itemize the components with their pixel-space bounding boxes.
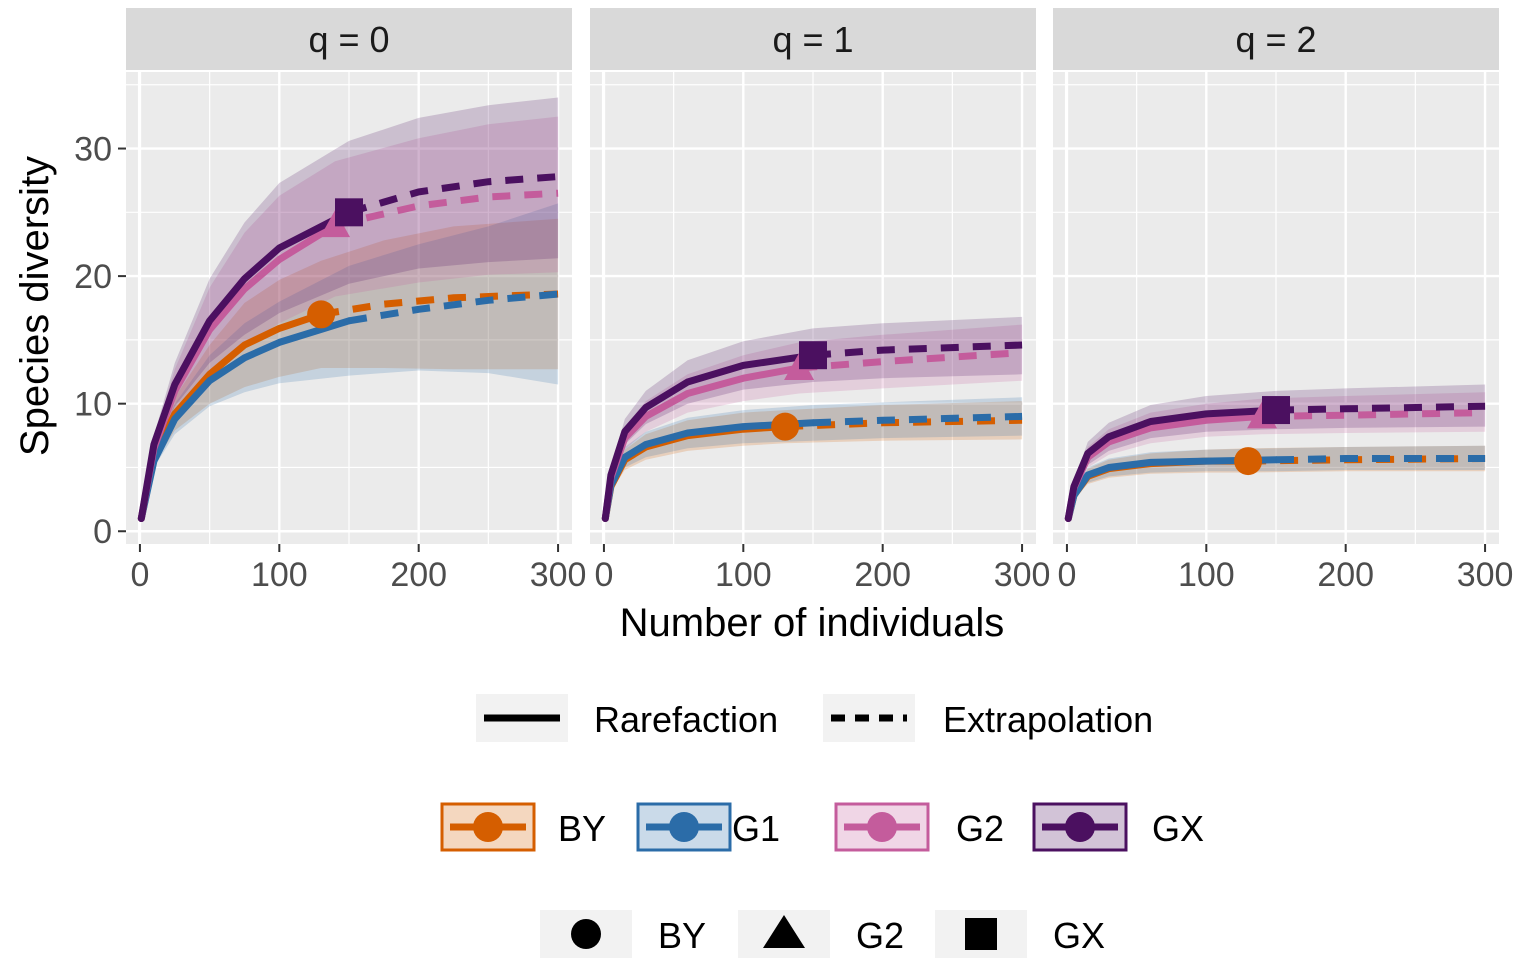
confidence-band-GX — [605, 316, 1023, 519]
legend-shape-circle — [571, 919, 601, 949]
extrapolation-line-GX — [812, 341, 1023, 359]
x-tick-label: 200 — [854, 556, 911, 594]
x-axis-title: Number of individuals — [620, 601, 1005, 645]
y-tick-label: 0 — [93, 513, 112, 551]
facet-panel-1: q = 1 0 100 200 300 — [590, 8, 1050, 594]
extrapolation-line-GX — [348, 173, 559, 216]
extrapolation-line-G1 — [1275, 455, 1486, 464]
legend-label-assemblage: G1 — [732, 808, 780, 849]
extrapolation-line-G2 — [334, 189, 559, 229]
observed-point-GX — [799, 341, 827, 370]
x-tick-label: 100 — [715, 556, 772, 594]
facet-panel-0: q = 0 0 100 200 300 0 10 20 30 — [74, 8, 586, 594]
x-tick-label: 300 — [530, 556, 587, 594]
extrapolation-line-G2 — [798, 349, 1023, 372]
legend-shape-square — [965, 918, 997, 950]
extrapolation-line-BY — [320, 290, 559, 318]
extrapolation-line-G2 — [1262, 409, 1486, 420]
rarefaction-line-GX — [1064, 406, 1280, 522]
plot-area — [1064, 384, 1486, 522]
y-tick-label: 10 — [74, 386, 112, 424]
facet-strip — [1053, 8, 1499, 70]
confidence-band-G2 — [141, 116, 559, 519]
facet-strip-label: q = 2 — [1235, 19, 1316, 60]
x-tick-label: 200 — [1317, 556, 1374, 594]
legend-label-method: Rarefaction — [594, 699, 778, 740]
x-tick-label: 0 — [1057, 556, 1076, 594]
observed-point-BY — [771, 412, 800, 441]
x-tick-label: 200 — [390, 556, 447, 594]
observed-point-GX — [335, 198, 363, 227]
legend-point-GX — [1065, 812, 1095, 842]
legend-shape-triangle — [763, 915, 805, 948]
y-axis-title: Species diversity — [13, 156, 57, 456]
legend-label-assemblage: GX — [1152, 808, 1204, 849]
extrapolation-line-GX — [1275, 402, 1486, 414]
confidence-band-G1 — [141, 203, 559, 519]
x-tick-label: 0 — [130, 556, 149, 594]
extrapolation-line-G1 — [348, 290, 559, 325]
chart-legend: Rarefaction Extrapolation BY G1 G2 GX BY G2 GX — [440, 694, 1204, 958]
facet-strip-label: q = 0 — [308, 19, 389, 60]
plot-area — [601, 316, 1023, 522]
legend-label-assemblage: BY — [558, 808, 606, 849]
legend-point-BY — [473, 812, 503, 842]
legend-label-shape: G2 — [856, 915, 904, 956]
x-tick-label: 0 — [594, 556, 613, 594]
x-tick-label: 100 — [251, 556, 308, 594]
legend-label-shape: BY — [658, 915, 706, 956]
legend-label-method: Extrapolation — [943, 699, 1153, 740]
confidence-band-GX — [141, 97, 559, 519]
facet-panel-2: q = 2 0 100 200 300 — [1053, 8, 1513, 594]
y-tick-label: 30 — [74, 131, 112, 169]
observed-point-BY — [1234, 447, 1263, 476]
plot-area — [137, 97, 559, 522]
rarefaction-line-GX — [137, 208, 353, 522]
legend-label-assemblage: G2 — [956, 808, 1004, 849]
x-tick-label: 300 — [1457, 556, 1514, 594]
facet-strip-label: q = 1 — [772, 19, 853, 60]
legend-point-G2 — [867, 812, 897, 842]
rarefaction-line-GX — [601, 351, 817, 522]
x-tick-label: 100 — [1178, 556, 1235, 594]
y-tick-label: 20 — [74, 258, 112, 296]
extrapolation-line-G1 — [812, 412, 1023, 427]
legend-label-shape: GX — [1053, 915, 1105, 956]
facet-strip — [126, 8, 572, 70]
observed-point-GX — [1262, 396, 1290, 425]
confidence-band-BY — [141, 218, 559, 519]
observed-point-BY — [307, 300, 336, 329]
legend-point-G1 — [669, 812, 699, 842]
x-tick-label: 300 — [994, 556, 1051, 594]
facet-strip — [590, 8, 1036, 70]
